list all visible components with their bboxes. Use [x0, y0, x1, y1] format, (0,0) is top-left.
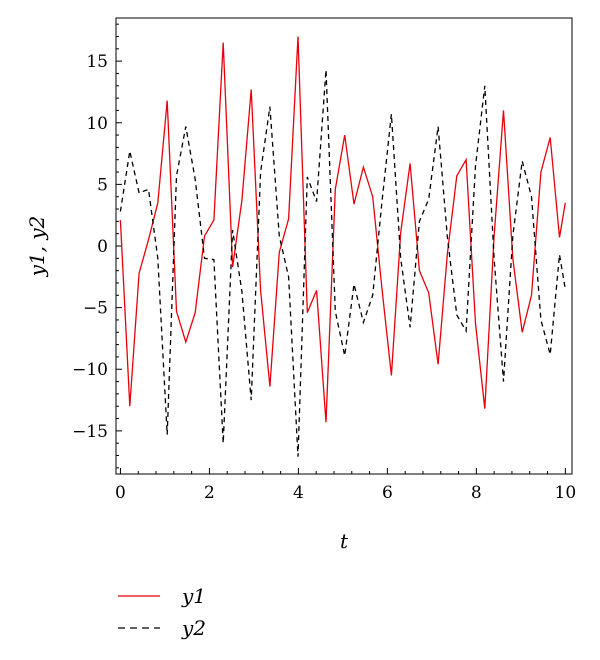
- y-tick-label: 5: [97, 175, 108, 195]
- series-line-y1: [119, 36, 566, 423]
- y-tick-label: −10: [72, 360, 108, 380]
- y-tick-label: 0: [97, 237, 108, 257]
- y-tick-label: 10: [86, 114, 108, 134]
- series-line-y2: [119, 69, 566, 457]
- ticks: [116, 23, 566, 474]
- tick-labels: 0 2 4 6 8 10 −15 −10 −5 0 5 10 15: [72, 52, 576, 503]
- series-lines: [119, 36, 566, 457]
- x-tick-label: 0: [115, 483, 126, 503]
- x-tick-label: 4: [293, 483, 304, 503]
- y-axis-label: y1, y2: [25, 216, 49, 278]
- legend-label-y2: y2: [181, 616, 206, 640]
- legend: y1 y2: [118, 584, 206, 640]
- x-tick-label: 2: [204, 483, 215, 503]
- x-axis-label: t: [340, 529, 349, 553]
- legend-label-y1: y1: [181, 584, 206, 608]
- y-tick-label: −15: [72, 422, 108, 442]
- y-tick-label: 15: [86, 52, 108, 72]
- y-tick-label: −5: [83, 299, 108, 319]
- x-tick-label: 8: [471, 483, 482, 503]
- x-tick-label: 10: [555, 483, 577, 503]
- plot-frame: [115, 17, 573, 475]
- x-tick-label: 6: [382, 483, 393, 503]
